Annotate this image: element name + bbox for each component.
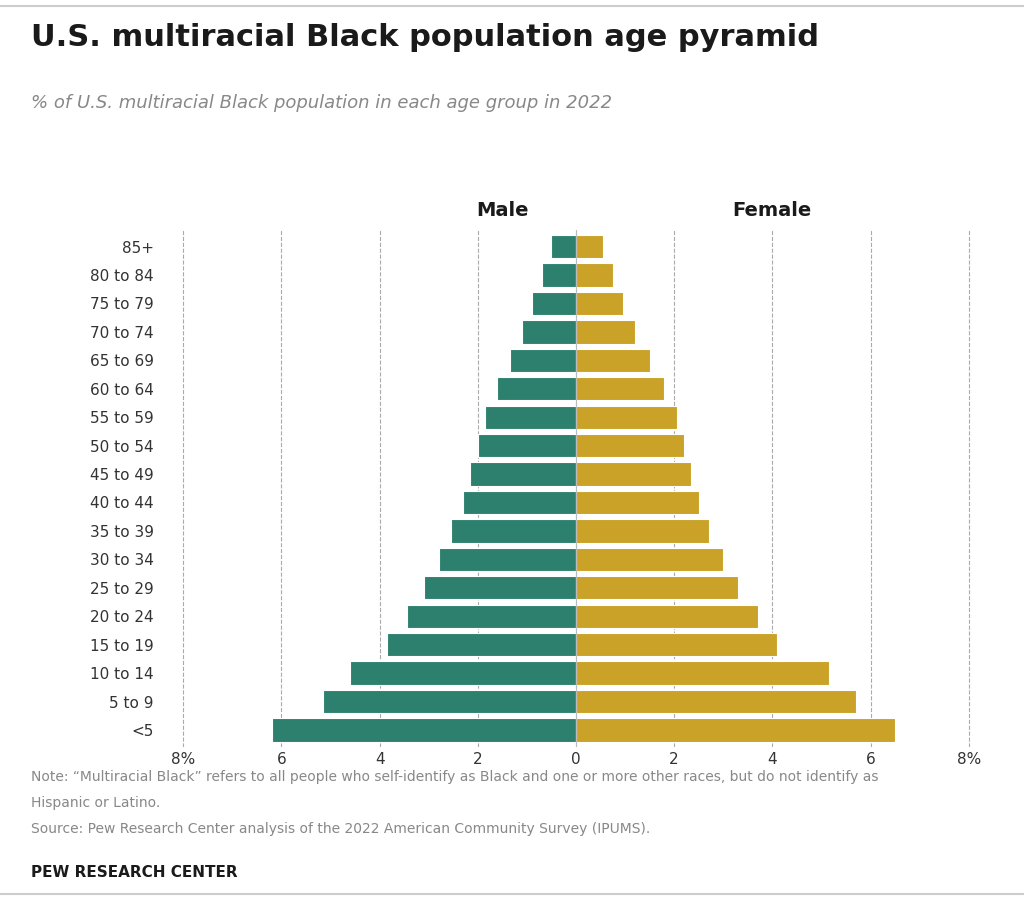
Bar: [463, 491, 575, 514]
Bar: [438, 548, 575, 571]
Bar: [575, 292, 623, 315]
Text: Source: Pew Research Center analysis of the 2022 American Community Survey (IPUM: Source: Pew Research Center analysis of …: [31, 822, 650, 836]
Bar: [575, 348, 649, 372]
Bar: [575, 235, 603, 258]
Text: PEW RESEARCH CENTER: PEW RESEARCH CENTER: [31, 865, 238, 880]
Bar: [522, 320, 575, 344]
Bar: [271, 718, 575, 742]
Text: Note: “Multiracial Black” refers to all people who self-identify as Black and on: Note: “Multiracial Black” refers to all …: [31, 770, 879, 784]
Bar: [510, 348, 575, 372]
Bar: [407, 605, 575, 628]
Text: Hispanic or Latino.: Hispanic or Latino.: [31, 796, 160, 811]
Text: Male: Male: [476, 202, 528, 220]
Bar: [575, 548, 723, 571]
Bar: [575, 377, 665, 400]
Bar: [387, 633, 575, 656]
Bar: [324, 689, 575, 713]
Bar: [470, 463, 575, 486]
Bar: [575, 463, 691, 486]
Bar: [350, 662, 575, 685]
Bar: [575, 576, 738, 599]
Bar: [575, 264, 612, 287]
Bar: [575, 718, 895, 742]
Bar: [552, 235, 575, 258]
Bar: [575, 519, 709, 543]
Bar: [575, 605, 758, 628]
Bar: [575, 320, 635, 344]
Bar: [498, 377, 575, 400]
Bar: [575, 406, 677, 428]
Text: Female: Female: [733, 202, 812, 220]
Bar: [575, 434, 684, 457]
Bar: [451, 519, 575, 543]
Text: U.S. multiracial Black population age pyramid: U.S. multiracial Black population age py…: [31, 22, 819, 51]
Bar: [575, 689, 856, 713]
Bar: [542, 264, 575, 287]
Bar: [575, 491, 698, 514]
Bar: [575, 662, 828, 685]
Bar: [424, 576, 575, 599]
Bar: [575, 633, 777, 656]
Bar: [485, 406, 575, 428]
Bar: [531, 292, 575, 315]
Bar: [478, 434, 575, 457]
Text: % of U.S. multiracial Black population in each age group in 2022: % of U.S. multiracial Black population i…: [31, 94, 612, 112]
